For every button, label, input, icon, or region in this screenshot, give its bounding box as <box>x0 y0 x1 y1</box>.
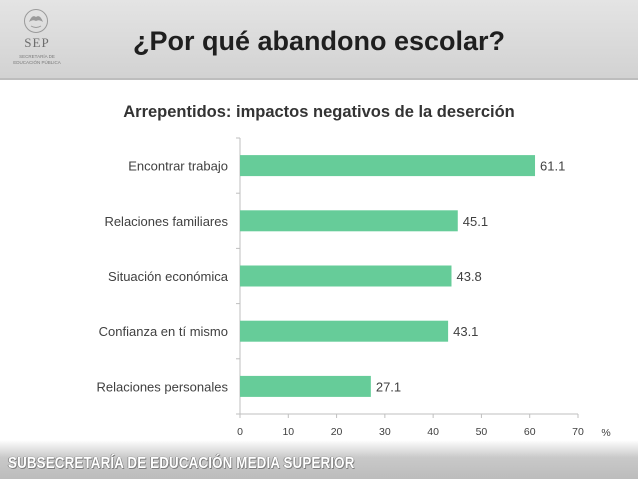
bar <box>240 375 371 397</box>
x-tick-label: 0 <box>237 426 243 438</box>
category-label: Relaciones personales <box>96 379 228 394</box>
x-tick-label: 40 <box>427 426 439 438</box>
eagle-seal-icon <box>24 9 48 33</box>
x-tick-label: 30 <box>379 426 391 438</box>
footer-text: SUBSECRETARÍA DE EDUCACIÓN MEDIA SUPERIO… <box>8 455 355 472</box>
x-tick-label: 70 <box>572 426 584 438</box>
category-label: Relaciones familiares <box>104 214 228 229</box>
header-band <box>0 0 638 78</box>
data-label: 43.1 <box>453 324 478 339</box>
bar <box>240 320 449 342</box>
data-label: 45.1 <box>463 214 488 229</box>
x-tick-label: 10 <box>282 426 294 438</box>
bar <box>240 265 452 287</box>
category-label: Situación económica <box>108 269 229 284</box>
data-label: 61.1 <box>540 159 565 174</box>
x-axis-unit-label: % <box>601 427 610 439</box>
bar <box>240 155 536 177</box>
x-tick-label: 20 <box>331 426 343 438</box>
bar-chart: 0 10 20 30 40 50 60 70 % Encontrar trabajo 61.1 Rel… <box>96 137 611 439</box>
sep-logo: SEP SECRETARÍA DE EDUCACIÓN PÚBLICA <box>6 8 68 76</box>
x-tick-label: 60 <box>524 426 536 438</box>
page-title: ¿Por qué abandono escolar? <box>132 26 506 56</box>
header-divider <box>0 78 638 80</box>
chart-title: Arrepentidos: impactos negativos de la d… <box>123 103 515 121</box>
category-label: Confianza en tí mismo <box>99 324 228 339</box>
logo-subtitle: SECRETARÍA DE EDUCACIÓN PÚBLICA <box>13 54 61 65</box>
logo-name: SEP <box>24 35 50 50</box>
data-label: 43.8 <box>456 269 481 284</box>
x-tick-label: 50 <box>476 426 488 438</box>
bar <box>240 210 458 232</box>
category-label: Encontrar trabajo <box>128 159 228 174</box>
data-label: 27.1 <box>376 379 401 394</box>
footer-band <box>0 440 638 479</box>
